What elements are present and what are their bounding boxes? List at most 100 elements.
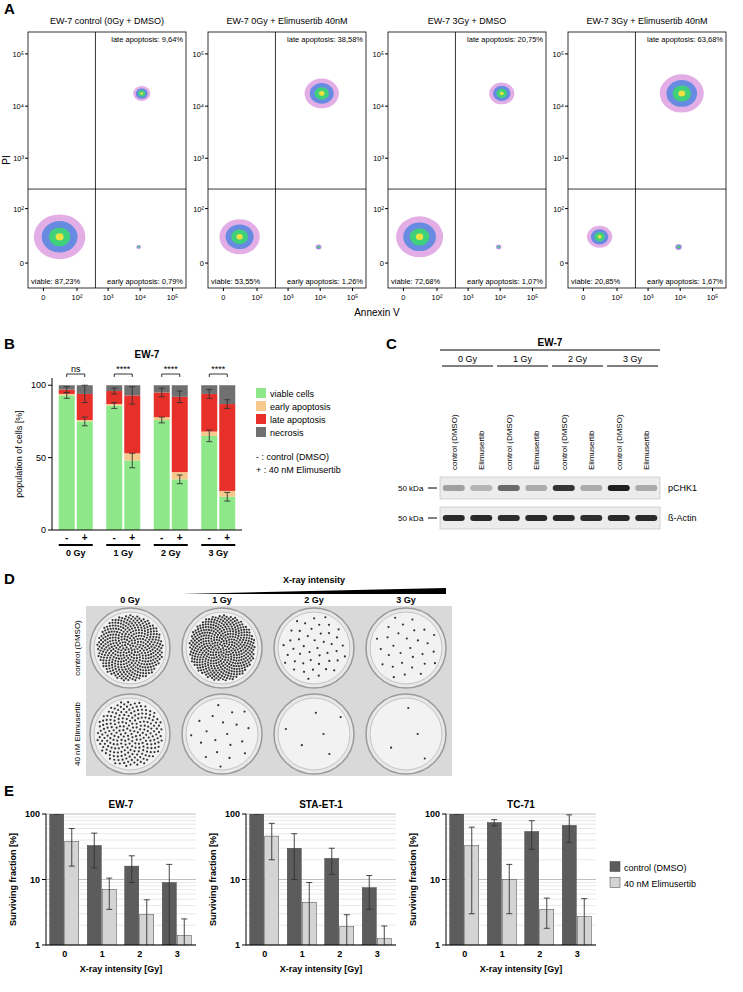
population-cloud (496, 245, 502, 250)
y-tick (242, 879, 246, 880)
cloud-peak (678, 90, 685, 96)
colony (237, 635, 239, 637)
colony (228, 621, 230, 623)
colony (417, 639, 419, 641)
colony (226, 733, 228, 735)
error-line (471, 827, 472, 914)
band (443, 515, 465, 521)
colony (388, 654, 390, 656)
colony (212, 669, 214, 671)
colony (142, 622, 144, 624)
colony (218, 679, 220, 681)
colony (159, 643, 161, 645)
colony (223, 649, 225, 651)
colony (247, 651, 249, 653)
colony (111, 622, 113, 624)
colony (139, 738, 141, 740)
colony (226, 651, 228, 653)
colony (156, 718, 158, 720)
error-bar (224, 400, 230, 409)
x-axis-title: X-ray intensity [Gy] (480, 964, 563, 974)
colony (117, 663, 119, 665)
colony (239, 643, 241, 645)
colony (143, 618, 145, 620)
lane-label: Elimusertib (477, 430, 486, 470)
legend-swatch (256, 388, 266, 398)
colony (243, 664, 245, 666)
photo-bg (86, 606, 452, 776)
colony (224, 674, 226, 676)
colony (148, 647, 150, 649)
gate-y (568, 189, 726, 190)
colony (207, 673, 209, 675)
y-tick (242, 814, 246, 815)
colony (139, 721, 141, 723)
colony (100, 730, 102, 732)
legend-swatch (256, 414, 266, 424)
colony (110, 673, 112, 675)
x-tick-label: 10⁴ (674, 293, 686, 302)
colony (231, 638, 233, 640)
colony (216, 636, 218, 638)
colony (123, 735, 125, 737)
y-tick (48, 530, 52, 531)
y-tick (565, 106, 568, 107)
colony (218, 639, 220, 641)
error-line (346, 915, 347, 945)
y-tick (385, 208, 388, 209)
colony (142, 749, 144, 751)
colony (117, 651, 119, 653)
lane-label: control (DMSO) (450, 414, 459, 470)
colony (236, 724, 238, 726)
colony (224, 663, 226, 665)
legend-label: early apoptosis (270, 402, 331, 412)
colony (222, 620, 224, 622)
panel-letter: A (4, 0, 15, 17)
colony (120, 663, 122, 665)
y-tick (442, 945, 446, 946)
colony (109, 625, 111, 627)
colony (124, 673, 126, 675)
colony (109, 750, 111, 752)
colony (155, 644, 157, 646)
x-tick-label: 3 (575, 949, 580, 959)
colony (219, 628, 221, 630)
colony (107, 635, 109, 637)
error-cap (581, 898, 587, 899)
error-line (66, 387, 67, 393)
colony (223, 624, 225, 626)
colony (213, 679, 215, 681)
colony (136, 739, 138, 741)
gate-y (388, 189, 546, 190)
colony (208, 656, 210, 658)
colony (123, 621, 125, 623)
colony (223, 640, 225, 642)
plot-bg (568, 32, 726, 288)
colony (285, 728, 287, 730)
colony (205, 637, 207, 639)
error-cap (129, 467, 135, 468)
error-line (114, 388, 115, 394)
colony (144, 705, 146, 707)
colony (106, 723, 108, 725)
blot-title: EW-7 (538, 337, 563, 348)
colony (217, 667, 219, 669)
cloud-mid (493, 86, 510, 101)
colony (238, 654, 240, 656)
cloud-mid (497, 245, 501, 248)
colony (113, 751, 115, 753)
column-label: 0 Gy (120, 595, 140, 605)
bar (487, 823, 501, 945)
colony (220, 618, 222, 620)
colony (233, 670, 235, 672)
colony (121, 677, 123, 679)
colony (205, 634, 207, 636)
colony (226, 619, 228, 621)
lane-label: Elimusertib (587, 430, 596, 470)
colony (244, 666, 246, 668)
error-cap (129, 453, 135, 454)
colony (200, 654, 202, 656)
colony (207, 676, 209, 678)
colony (120, 636, 122, 638)
colony (220, 671, 222, 673)
